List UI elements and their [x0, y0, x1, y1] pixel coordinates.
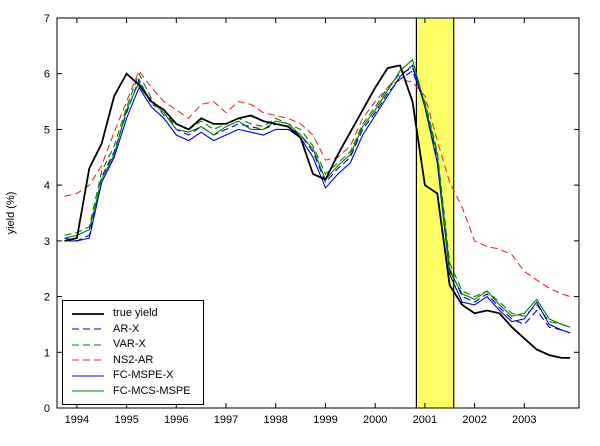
y-tick-label: 4 — [44, 180, 50, 192]
legend-entry: AR-X — [71, 322, 199, 338]
x-tick-label: 1995 — [114, 414, 138, 426]
legend-label: VAR-X — [113, 338, 146, 351]
legend-label: AR-X — [113, 322, 140, 335]
series-line-true-yield — [64, 64, 571, 359]
legend-entry: NS2-AR — [71, 353, 199, 369]
legend-line-sample — [72, 359, 104, 361]
legend-label: FC-MCS-MSPE — [113, 384, 191, 397]
y-axis-label: yield (%) — [5, 192, 17, 235]
x-tick-label: 2002 — [462, 414, 486, 426]
y-tick-label: 7 — [44, 13, 50, 25]
legend-entry: true yield — [71, 306, 199, 322]
x-tick-label: 1994 — [65, 414, 89, 426]
x-tick-label: 2000 — [363, 414, 387, 426]
series-line-fc-mcs-mspe — [64, 58, 571, 328]
y-tick-label: 6 — [44, 69, 50, 81]
series-line-fc-mspe-x — [64, 64, 571, 334]
recession-band — [416, 18, 454, 408]
legend-line-sample — [72, 312, 104, 315]
legend-line-sample — [72, 375, 104, 377]
x-tick-label: 2003 — [512, 414, 536, 426]
y-tick-label: 1 — [44, 347, 50, 359]
legend-label: true yield — [113, 307, 158, 320]
series-line-var-x — [64, 67, 571, 328]
series-line-ns2-ar — [64, 69, 571, 298]
y-tick-label: 3 — [44, 236, 50, 248]
x-tick-label: 2001 — [413, 414, 437, 426]
legend-line-sample — [72, 328, 104, 330]
legend-label: FC-MSPE-X — [113, 369, 174, 382]
x-tick-label: 1999 — [313, 414, 337, 426]
series-line-ar-x — [64, 70, 571, 334]
legend-line-sample — [72, 344, 104, 346]
legend-entry: FC-MSPE-X — [71, 368, 199, 384]
x-tick-label: 1998 — [263, 414, 287, 426]
plot-box — [56, 17, 580, 409]
legend-entry: VAR-X — [71, 337, 199, 353]
y-tick-label: 2 — [44, 292, 50, 304]
y-tick-label: 5 — [44, 124, 50, 136]
legend-label: NS2-AR — [113, 353, 154, 366]
y-tick-label: 0 — [44, 403, 50, 415]
legend-line-sample — [72, 390, 104, 392]
x-tick-label: 1997 — [214, 414, 238, 426]
legend-entry: FC-MCS-MSPE — [71, 384, 199, 400]
legend: true yield AR-X VAR-X NS2-AR FC-MSPE-X FC-MCS… — [62, 300, 204, 405]
x-tick-label: 1996 — [164, 414, 188, 426]
